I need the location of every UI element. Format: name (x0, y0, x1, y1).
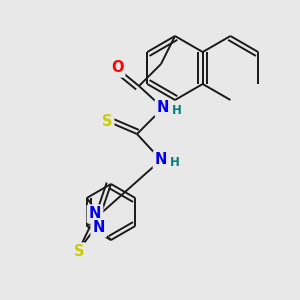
Text: N: N (157, 100, 169, 116)
Text: H: H (170, 155, 180, 169)
Text: H: H (172, 103, 182, 116)
Text: O: O (111, 61, 123, 76)
Text: S: S (74, 244, 84, 260)
Text: S: S (102, 115, 112, 130)
Text: N: N (89, 206, 101, 221)
Text: N: N (155, 152, 167, 167)
Text: N: N (93, 220, 105, 236)
